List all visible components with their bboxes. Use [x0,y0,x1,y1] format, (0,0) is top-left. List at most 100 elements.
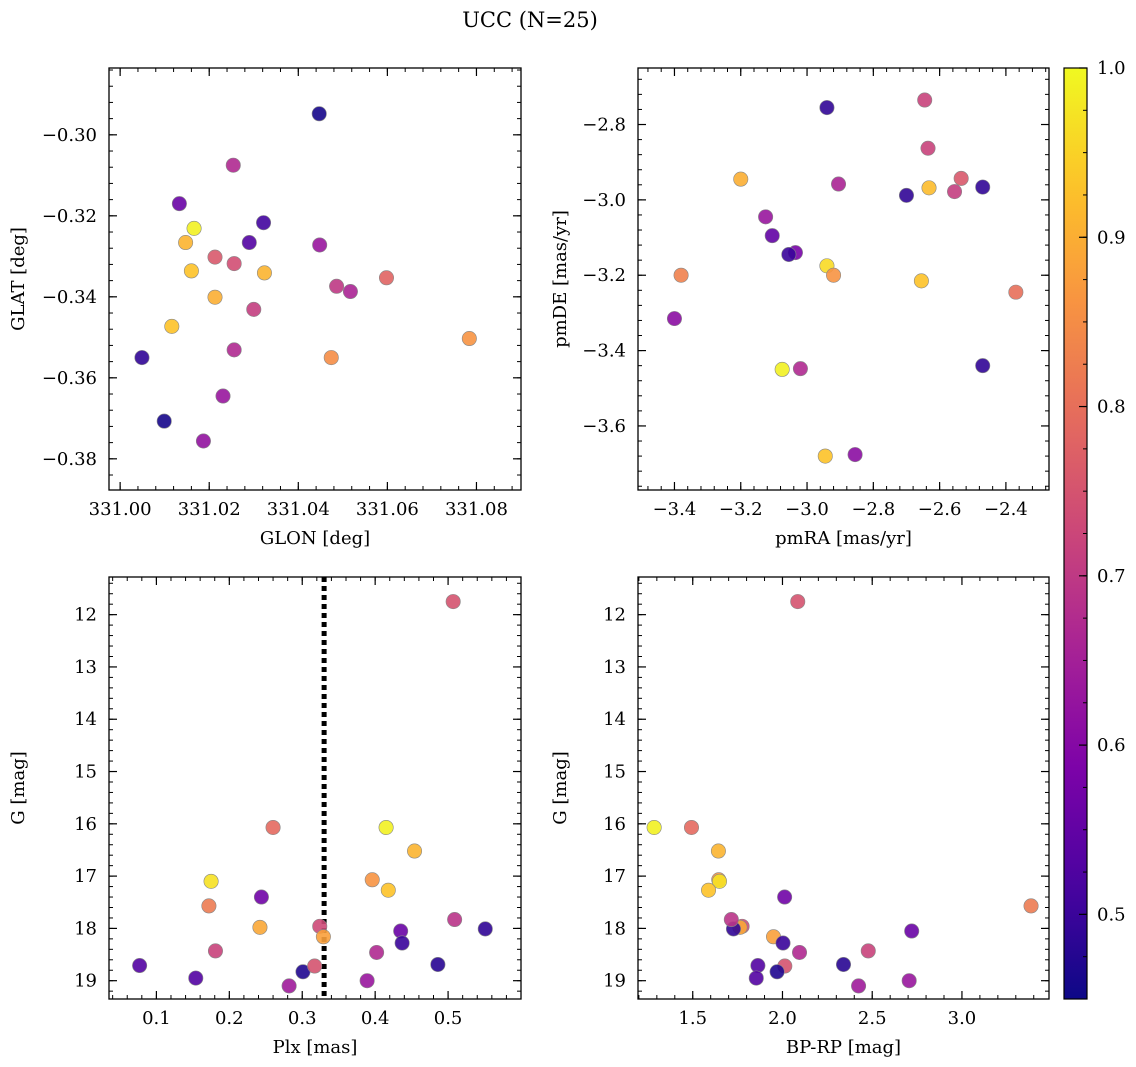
scatter-point [769,964,785,980]
scatter-point [831,176,847,192]
scatter-point [207,249,223,265]
scatter-points [132,577,493,999]
scatter-point [477,921,493,937]
y-axis-label: GLAT [deg] [8,227,29,331]
scatter-point [207,943,223,959]
x-axis-label: GLON [deg] [260,528,370,549]
scatter-point [1008,284,1024,300]
scatter-point [710,843,726,859]
scatter-point [215,388,231,404]
scatter-point [711,873,727,889]
scatter-point [226,342,242,358]
scatter-point [307,958,323,974]
scatter-point [781,247,797,263]
colorbar-tick-label: 0.5 [1097,904,1126,925]
scatter-point [252,919,268,935]
panels: 331.00 331.02 331.04 331.06 331.08 −0.30 −0.32… [8,67,1050,1058]
scatter-point [1023,898,1039,914]
scatter-point [195,433,211,449]
x-tick-label: 1.5 [678,1008,707,1029]
scatter-point [904,923,920,939]
y-tick-label: 12 [603,605,626,626]
colorbar-tick-label: 0.9 [1097,227,1126,248]
scatter-point [156,413,172,429]
scatter-point [901,973,917,989]
scatter-point [847,447,863,463]
scatter-point [171,196,187,212]
scatter-point [775,935,791,951]
scatter-point [461,331,477,347]
scatter-point [188,970,204,986]
scatter-point [201,898,217,914]
x-tick-label: 0.5 [434,1008,463,1029]
figure-title: UCC (N=25) [462,8,598,32]
x-tick-label: 0.2 [215,1008,244,1029]
colorbar-tick-label: 0.7 [1097,566,1126,587]
y-tick-label: −3.6 [582,416,626,437]
x-tick-label: −3.2 [719,499,763,520]
y-axis-label: pmDE [mas/yr] [550,210,571,348]
scatter-point [701,882,717,898]
scatter-point [246,301,262,317]
scatter-point [777,889,793,905]
scatter-point [186,220,202,236]
y-tick-label: −3.2 [582,265,626,286]
scatter-point [921,180,937,196]
scatter-point [835,956,851,972]
y-tick-label: 12 [74,605,97,626]
scatter-point [723,912,739,928]
axes-frame [108,576,522,1000]
scatter-point [329,278,345,294]
scatter-point [898,187,914,203]
scatter-point [673,267,689,283]
y-tick-label: −3.4 [582,341,626,362]
scatter-point [265,819,281,835]
y-tick-label: −3.0 [582,190,626,211]
scatter-point [819,100,835,116]
scatter-point [132,958,148,974]
y-tick-label: 19 [603,971,626,992]
colorbar-tick-label: 0.8 [1097,397,1126,418]
x-tick-label: 331.00 [89,499,152,520]
scatter-point [312,237,328,253]
scatter-point [253,889,269,905]
scatter-point [164,318,180,334]
x-tick-label: −3.0 [785,499,829,520]
y-tick-label: 17 [603,866,626,887]
scatter-point [394,935,410,951]
x-tick-label: 331.06 [356,499,419,520]
panel-plx-g: 0.1 0.2 0.3 0.4 0.5 12 13 14 15 16 17 18 19 Plx [mas]… [8,576,522,1058]
scatter-point [750,958,766,974]
axes-frame [108,67,522,491]
scatter-point [947,184,963,200]
y-tick-label: −2.8 [582,115,626,136]
y-axis-label: G [mag] [550,751,571,824]
panel-color-g: 1.5 2.0 2.5 3.0 12 13 14 15 16 17 18 19 BP-RP [mag] G… [550,576,1050,1058]
x-tick-label: 331.04 [267,499,330,520]
y-tick-label: 15 [74,762,97,783]
scatter-point [359,973,375,989]
x-tick-label: −2.6 [918,499,962,520]
scatter-point [342,284,358,300]
scatter-point [666,311,682,327]
scatter-point [241,235,257,251]
x-tick-label: 2.0 [768,1008,797,1029]
y-tick-label: 18 [74,918,97,939]
x-tick-label: 0.3 [288,1008,317,1029]
x-tick-label: −2.4 [984,499,1028,520]
y-tick-label: 16 [74,814,97,835]
scatter-point [975,179,991,195]
x-tick-label: 331.08 [445,499,508,520]
scatter-point [975,358,991,374]
scatter-point [323,350,339,366]
scatter-point [445,594,461,610]
scatter-point [792,944,808,960]
x-tick-label: −3.4 [653,499,697,520]
scatter-point [364,872,380,888]
x-tick-label: 3.0 [948,1008,977,1029]
scatter-point [430,956,446,972]
scatter-point [183,263,199,279]
scatter-point [207,289,223,305]
x-tick-label: −2.8 [851,499,895,520]
x-axis-label: BP-RP [mag] [786,1037,901,1058]
